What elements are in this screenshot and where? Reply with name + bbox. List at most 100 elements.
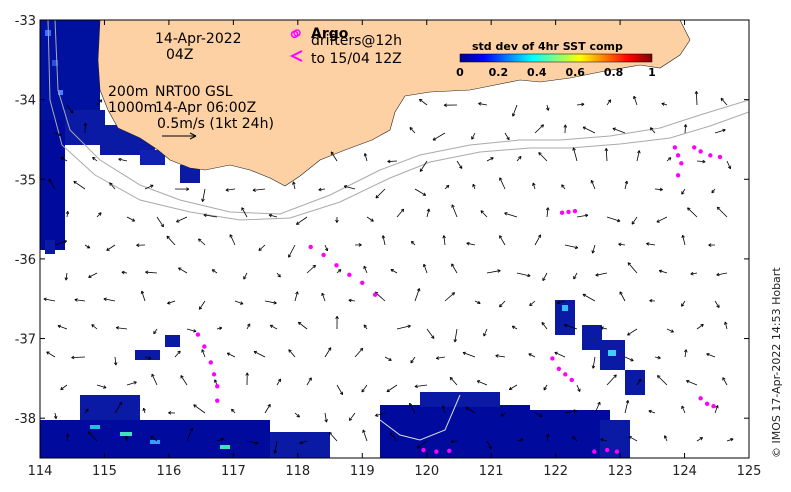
current-vector-head bbox=[348, 298, 352, 303]
current-vector bbox=[414, 384, 428, 387]
current-vector bbox=[73, 180, 86, 190]
current-vector-head bbox=[426, 208, 431, 212]
drifter-track bbox=[421, 447, 452, 454]
drifter-point bbox=[704, 401, 710, 407]
current-vector-head bbox=[627, 262, 632, 266]
current-vector-head bbox=[686, 379, 690, 384]
current-vector bbox=[419, 98, 428, 106]
current-vector-head bbox=[684, 349, 688, 353]
current-vector bbox=[298, 321, 308, 330]
drifter-point bbox=[559, 210, 565, 215]
current-vector-head bbox=[511, 325, 516, 329]
contour-200-label: 200m bbox=[108, 84, 148, 100]
current-vector bbox=[66, 433, 69, 442]
current-vector bbox=[186, 428, 193, 442]
current-vector bbox=[542, 272, 548, 281]
x-tick-label: 122 bbox=[543, 464, 568, 479]
current-vector-head bbox=[574, 245, 579, 250]
current-vector-head bbox=[443, 103, 447, 107]
current-vector-head bbox=[499, 177, 503, 181]
current-vector bbox=[624, 400, 629, 414]
current-vector-head bbox=[648, 409, 652, 414]
current-vector bbox=[504, 212, 518, 218]
x-tick-label: 119 bbox=[350, 464, 375, 479]
current-vector bbox=[695, 91, 698, 106]
current-vector bbox=[659, 270, 668, 274]
current-vector-head bbox=[255, 441, 259, 445]
current-vector-head bbox=[231, 408, 235, 413]
current-vector-head bbox=[386, 388, 390, 393]
current-vector-head bbox=[646, 242, 650, 246]
current-vector bbox=[292, 181, 296, 190]
current-vector bbox=[538, 152, 548, 162]
current-vectors bbox=[43, 91, 734, 454]
current-vector bbox=[573, 147, 578, 162]
argo-legend-icon bbox=[293, 29, 301, 37]
current-vector bbox=[423, 263, 428, 274]
current-vector bbox=[426, 328, 435, 339]
current-vector bbox=[656, 216, 668, 223]
current-vector-head bbox=[328, 431, 333, 436]
current-vector bbox=[534, 124, 544, 134]
current-vector bbox=[606, 374, 617, 386]
current-vector-head bbox=[43, 297, 47, 302]
current-vector bbox=[509, 384, 518, 390]
current-vector bbox=[666, 328, 674, 333]
drifter-point bbox=[421, 447, 426, 453]
current-vector-head bbox=[595, 273, 599, 277]
y-tick-label: -36 bbox=[15, 253, 36, 268]
current-vector-head bbox=[198, 238, 202, 242]
current-vector bbox=[706, 353, 716, 358]
contour-1000-label: 1000m bbox=[108, 100, 157, 116]
current-vector-head bbox=[218, 326, 223, 331]
drifter-track bbox=[308, 244, 378, 297]
current-vector-head bbox=[240, 301, 244, 305]
current-vector-head bbox=[288, 254, 292, 258]
current-vector-head bbox=[702, 159, 706, 164]
current-vector bbox=[454, 328, 458, 343]
current-vector bbox=[618, 243, 626, 246]
drifter-point bbox=[321, 252, 326, 258]
current-vector bbox=[594, 401, 601, 414]
colorbar bbox=[459, 53, 653, 63]
current-vector bbox=[627, 262, 638, 274]
current-vector bbox=[361, 384, 368, 393]
current-vector bbox=[141, 290, 146, 302]
current-vector-head bbox=[657, 355, 661, 360]
current-vector bbox=[576, 384, 581, 392]
current-vector-head bbox=[168, 411, 172, 415]
current-vector-head bbox=[637, 150, 641, 154]
drifter-point bbox=[569, 377, 574, 383]
current-vector bbox=[109, 182, 116, 190]
colorbar-tick-label: 0.2 bbox=[489, 66, 509, 79]
x-tick-label: 115 bbox=[92, 464, 117, 479]
current-vector-head bbox=[267, 404, 271, 408]
current-vector-head bbox=[258, 247, 262, 251]
colorbar-title: std dev of 4hr SST comp bbox=[472, 40, 623, 53]
current-vector-head bbox=[220, 437, 224, 442]
current-vector-head bbox=[335, 315, 339, 319]
current-vector-head bbox=[730, 438, 734, 442]
current-vector bbox=[595, 272, 608, 276]
current-vector bbox=[450, 440, 458, 443]
current-vector bbox=[382, 235, 386, 246]
current-vector-head bbox=[546, 433, 550, 437]
current-vector bbox=[243, 272, 248, 280]
current-vector-head bbox=[277, 274, 281, 278]
current-vector-head bbox=[407, 324, 411, 329]
current-vector-head bbox=[103, 385, 107, 389]
current-vector bbox=[451, 204, 458, 218]
current-vector-head bbox=[538, 152, 542, 156]
current-vector-head bbox=[178, 267, 182, 271]
current-vector-head bbox=[529, 302, 533, 307]
drifter-point bbox=[698, 149, 703, 154]
current-vector-head bbox=[410, 240, 415, 245]
colorbar-tick-label: 0.6 bbox=[565, 66, 585, 79]
current-vector-head bbox=[86, 245, 91, 249]
current-vector-head bbox=[518, 155, 522, 160]
current-vector-head bbox=[720, 97, 724, 102]
current-vector bbox=[176, 216, 188, 223]
drifter-point bbox=[679, 161, 684, 166]
current-vector-head bbox=[370, 218, 374, 222]
current-vector-head bbox=[638, 378, 642, 382]
